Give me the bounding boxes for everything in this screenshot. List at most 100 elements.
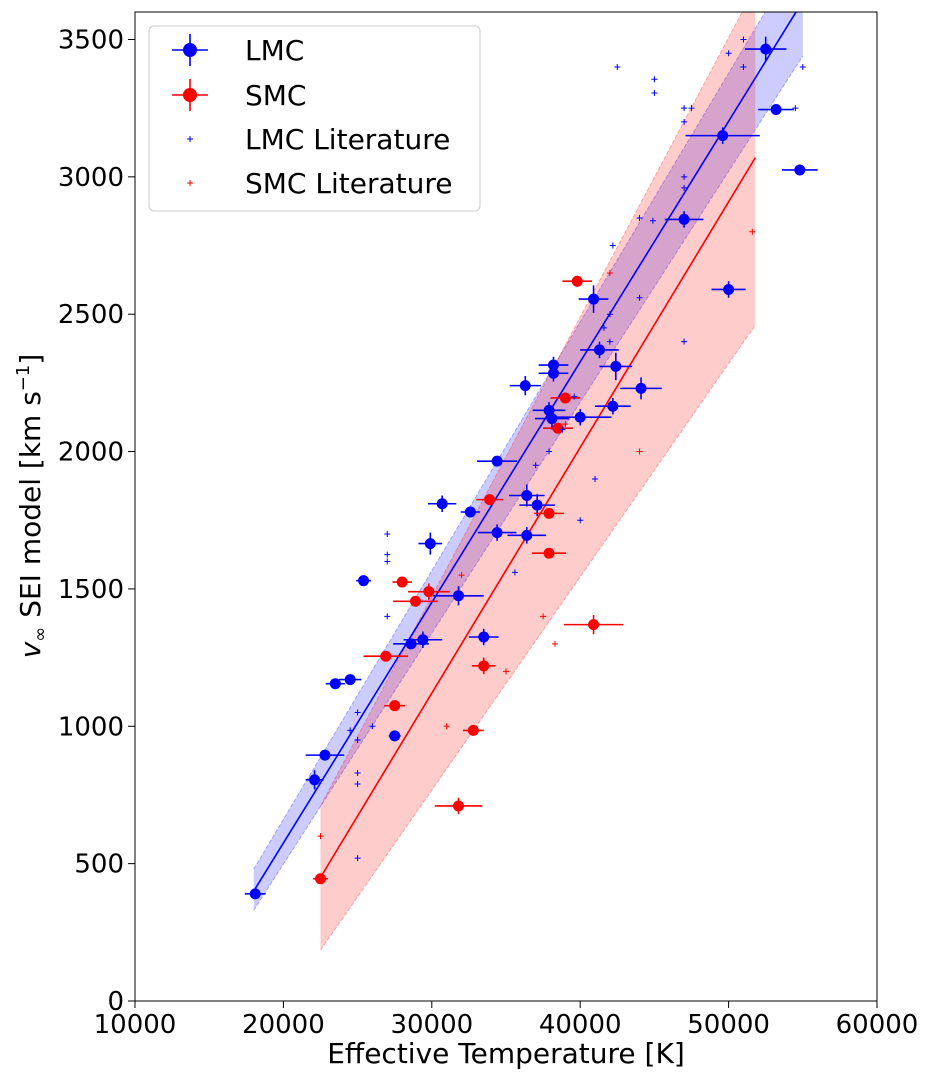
lmc-band-lower-edge	[253, 55, 804, 911]
smc-band-upper-edge	[320, 12, 743, 807]
lmc-marker	[760, 43, 772, 55]
smc-point	[392, 576, 412, 588]
smc-point	[550, 392, 581, 404]
lmc-literature-point	[369, 723, 376, 730]
lmc-point	[460, 506, 481, 518]
lmc-literature-point	[384, 551, 391, 558]
y-tick-label: 2500	[58, 300, 124, 330]
legend: LMC SMC LMC Literature SMC Literature	[148, 25, 481, 212]
smc-literature-legend-label: SMC Literature	[245, 167, 452, 200]
x-tick-label: 40000	[539, 1010, 622, 1040]
smc-marker	[453, 800, 465, 812]
lmc-marker	[547, 367, 559, 379]
lmc-literature-point	[681, 118, 688, 125]
lmc-marker	[417, 634, 429, 646]
x-axis-label: Effective Temperature [K]	[327, 1037, 685, 1070]
smc-legend-marker	[183, 88, 197, 102]
lmc-literature-point	[511, 569, 518, 576]
lmc-fit-band	[253, 12, 803, 911]
lmc-marker	[546, 413, 558, 425]
smc-marker	[409, 595, 421, 607]
lmc-marker	[249, 888, 261, 900]
smc-marker	[588, 619, 600, 631]
lmc-literature-point	[600, 324, 607, 331]
lmc-point	[403, 631, 443, 648]
x-tick-label: 20000	[242, 1010, 325, 1040]
lmc-point	[620, 377, 662, 400]
lmc-point	[305, 770, 324, 790]
smc-marker	[389, 700, 401, 712]
smc-literature-point	[562, 421, 569, 428]
lmc-literature-point	[354, 780, 361, 787]
smc-point	[313, 873, 328, 885]
smc-marker	[543, 547, 555, 559]
fit-bands	[253, 12, 804, 951]
smc-point	[384, 700, 406, 712]
lmc-point	[428, 495, 457, 512]
lmc-marker	[593, 344, 605, 356]
lmc-literature-point	[681, 338, 688, 345]
smc-literature-point	[606, 269, 613, 276]
lmc-literature-point	[681, 105, 688, 112]
smc-legend-symbol	[172, 79, 208, 111]
y-tick-label: 500	[74, 850, 124, 880]
fit-lines	[253, 12, 797, 892]
lmc-point	[325, 678, 345, 690]
lmc-point	[508, 484, 545, 507]
lmc-literature-point	[651, 90, 658, 97]
y-axis-ticks: 0 500 1000 1500 2000 2500 3000 3500	[58, 25, 135, 1017]
lmc-marker	[491, 527, 503, 539]
lmc-point	[477, 524, 517, 541]
lmc-literature-point	[792, 105, 799, 112]
lmc-literature-point	[592, 476, 599, 483]
lmc-literature-point	[636, 294, 643, 301]
lmc-literature-point	[559, 426, 566, 433]
smc-literature-point	[458, 572, 465, 579]
smc-point	[363, 650, 409, 662]
lmc-band-upper-edge	[253, 12, 766, 870]
smc-literature-point	[317, 833, 324, 840]
lmc-point	[339, 674, 362, 686]
lmc-literature-point	[606, 338, 613, 345]
lmc-literature-point	[571, 393, 578, 400]
lmc-literature-point	[651, 76, 658, 83]
lmc-literature-point	[546, 448, 553, 455]
smc-point	[534, 507, 564, 519]
y-tick-label: 1000	[58, 712, 124, 742]
lmc-literature-point	[354, 769, 361, 776]
x-axis-ticks: 10000 20000 30000 40000 50000 60000	[94, 1001, 918, 1040]
smc-literature-point	[749, 228, 756, 235]
smc-literature-point	[443, 723, 450, 730]
lmc-point	[744, 36, 787, 62]
lmc-marker	[344, 674, 356, 686]
lmc-point	[711, 281, 746, 298]
smc-marker	[315, 873, 326, 885]
lmc-literature-point	[799, 63, 806, 70]
lmc-marker	[491, 455, 503, 467]
x-tick-label: 50000	[687, 1010, 770, 1040]
lmc-marker	[588, 293, 600, 305]
lmc-literature-point	[384, 558, 391, 565]
y-axis-label: v∞ SEI model [km s−1]	[13, 354, 51, 659]
lmc-point	[477, 455, 518, 467]
lmc-marker	[521, 490, 533, 502]
lmc-marker	[405, 638, 417, 650]
lmc-marker	[358, 575, 370, 587]
lmc-marker	[436, 498, 448, 510]
lmc-marker	[610, 360, 622, 372]
smc-marker	[396, 576, 408, 588]
smc-literature-point	[503, 668, 509, 675]
lmc-marker	[319, 749, 331, 761]
smc-band-lower-edge	[320, 324, 756, 951]
y-axis-label-close: ]	[14, 354, 47, 365]
lmc-literature-point	[688, 105, 695, 112]
lmc-marker	[389, 730, 401, 742]
lmc-literature-point	[681, 184, 688, 191]
lmc-point	[509, 376, 541, 396]
smc-literature-point	[540, 613, 547, 620]
lmc-literature-legend-label: LMC Literature	[245, 123, 450, 156]
lmc-point	[418, 532, 443, 555]
smc-marker	[478, 660, 490, 672]
lmc-point	[356, 575, 371, 587]
smc-fit-line	[319, 157, 756, 878]
